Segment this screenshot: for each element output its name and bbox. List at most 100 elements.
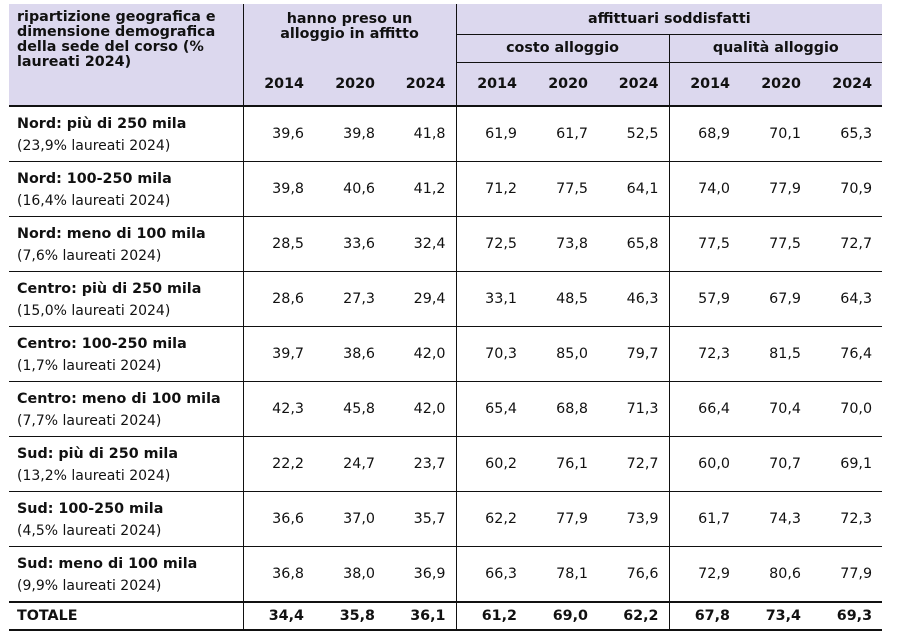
value-cell: 72,3 <box>811 491 883 547</box>
subgroup-header-qualita: qualità alloggio <box>668 34 883 63</box>
value-cell: 64,3 <box>811 271 883 327</box>
row-label: Sud: 100-250 mila (4,5% laureati 2024) <box>9 491 243 547</box>
table-header: ripartizione geografica e dimensione dem… <box>9 4 883 106</box>
value-cell: 42,3 <box>242 381 314 437</box>
value-cell: 78,1 <box>527 546 599 602</box>
total-row: TOTALE 34,4 35,8 36,1 61,2 69,0 62,2 67,8 73,4 69… <box>9 601 883 631</box>
value-cell: 77,5 <box>527 161 599 217</box>
value-cell: 70,4 <box>740 381 812 437</box>
total-value-cell: 69,3 <box>811 601 883 631</box>
table-wrapper: ripartizione geografica e dimensione dem… <box>9 4 883 631</box>
value-cell: 77,5 <box>740 216 812 272</box>
value-cell: 61,9 <box>455 105 528 162</box>
row-name: Centro: più di 250 mila <box>17 281 202 297</box>
data-table: ripartizione geografica e dimensione dem… <box>9 4 883 631</box>
value-cell: 46,3 <box>598 271 670 327</box>
row-name: Centro: 100-250 mila <box>17 336 187 352</box>
value-cell: 36,8 <box>242 546 314 602</box>
value-cell: 65,4 <box>455 381 528 437</box>
value-cell: 61,7 <box>668 491 741 547</box>
row-label: Centro: più di 250 mila (15,0% laureati 2… <box>9 271 243 327</box>
value-cell: 33,1 <box>455 271 528 327</box>
row-label: Nord: meno di 100 mila (7,6% laureati 202… <box>9 216 243 272</box>
row-label: Centro: 100-250 mila (1,7% laureati 2024) <box>9 326 243 382</box>
value-cell: 24,7 <box>314 436 385 492</box>
year-header: 2014 <box>242 62 314 106</box>
year-header: 2024 <box>598 62 670 106</box>
value-cell: 42,0 <box>385 326 457 382</box>
row-share: (7,6% laureati 2024) <box>17 248 162 264</box>
value-cell: 28,6 <box>242 271 314 327</box>
row-name: Sud: 100-250 mila <box>17 501 164 517</box>
value-cell: 77,5 <box>668 216 741 272</box>
subgroup-header-costo: costo alloggio <box>455 34 670 63</box>
row-name: Sud: più di 250 mila <box>17 446 178 462</box>
value-cell: 41,2 <box>385 161 457 217</box>
value-cell: 73,8 <box>527 216 599 272</box>
value-cell: 39,6 <box>242 105 314 162</box>
table-row: Sud: più di 250 mila (13,2% laureati 2024… <box>9 436 883 492</box>
row-share: (23,9% laureati 2024) <box>17 138 171 154</box>
value-cell: 72,3 <box>668 326 741 382</box>
value-cell: 76,1 <box>527 436 599 492</box>
value-cell: 70,0 <box>811 381 883 437</box>
row-share: (7,7% laureati 2024) <box>17 413 162 429</box>
value-cell: 38,0 <box>314 546 385 602</box>
row-share: (4,5% laureati 2024) <box>17 523 162 539</box>
value-cell: 72,7 <box>598 436 670 492</box>
value-cell: 61,7 <box>527 105 599 162</box>
total-value-cell: 35,8 <box>314 601 385 631</box>
value-cell: 77,9 <box>811 546 883 602</box>
value-cell: 76,6 <box>598 546 670 602</box>
row-name: Nord: meno di 100 mila <box>17 226 206 242</box>
total-value-cell: 73,4 <box>740 601 812 631</box>
row-name: Nord: più di 250 mila <box>17 116 187 132</box>
value-cell: 39,7 <box>242 326 314 382</box>
row-name: Sud: meno di 100 mila <box>17 556 198 572</box>
row-share: (13,2% laureati 2024) <box>17 468 171 484</box>
year-header: 2020 <box>527 62 599 106</box>
row-share: (15,0% laureati 2024) <box>17 303 171 319</box>
total-value-cell: 61,2 <box>455 601 528 631</box>
row-label: Sud: più di 250 mila (13,2% laureati 2024… <box>9 436 243 492</box>
table-row: Centro: 100-250 mila (1,7% laureati 2024)… <box>9 326 883 382</box>
value-cell: 27,3 <box>314 271 385 327</box>
value-cell: 45,8 <box>314 381 385 437</box>
value-cell: 68,8 <box>527 381 599 437</box>
table-row: Nord: più di 250 mila (23,9% laureati 202… <box>9 105 883 162</box>
value-cell: 60,0 <box>668 436 741 492</box>
total-value-cell: 67,8 <box>668 601 741 631</box>
table-row: Sud: 100-250 mila (4,5% laureati 2024) 36,… <box>9 491 883 547</box>
value-cell: 80,6 <box>740 546 812 602</box>
value-cell: 37,0 <box>314 491 385 547</box>
table-row: Centro: più di 250 mila (15,0% laureati 2… <box>9 271 883 327</box>
group-header-soddisfatti: affittuari soddisfatti <box>455 4 883 35</box>
row-label: Centro: meno di 100 mila (7,7% laureati 2… <box>9 381 243 437</box>
year-header: 2024 <box>811 62 883 106</box>
value-cell: 22,2 <box>242 436 314 492</box>
value-cell: 32,4 <box>385 216 457 272</box>
value-cell: 29,4 <box>385 271 457 327</box>
table-body: Nord: più di 250 mila (23,9% laureati 202… <box>9 105 883 631</box>
first-column-header: ripartizione geografica e dimensione dem… <box>9 4 243 106</box>
value-cell: 77,9 <box>740 161 812 217</box>
value-cell: 33,6 <box>314 216 385 272</box>
value-cell: 73,9 <box>598 491 670 547</box>
value-cell: 79,7 <box>598 326 670 382</box>
row-share: (1,7% laureati 2024) <box>17 358 162 374</box>
year-header: 2014 <box>668 62 741 106</box>
value-cell: 69,1 <box>811 436 883 492</box>
total-value-cell: 69,0 <box>527 601 599 631</box>
value-cell: 39,8 <box>314 105 385 162</box>
row-label: Nord: 100-250 mila (16,4% laureati 2024) <box>9 161 243 217</box>
value-cell: 40,6 <box>314 161 385 217</box>
value-cell: 60,2 <box>455 436 528 492</box>
row-label: Sud: meno di 100 mila (9,9% laureati 2024… <box>9 546 243 602</box>
row-share: (9,9% laureati 2024) <box>17 578 162 594</box>
value-cell: 66,4 <box>668 381 741 437</box>
value-cell: 72,7 <box>811 216 883 272</box>
value-cell: 72,5 <box>455 216 528 272</box>
value-cell: 28,5 <box>242 216 314 272</box>
value-cell: 36,6 <box>242 491 314 547</box>
table-row: Centro: meno di 100 mila (7,7% laureati 2… <box>9 381 883 437</box>
